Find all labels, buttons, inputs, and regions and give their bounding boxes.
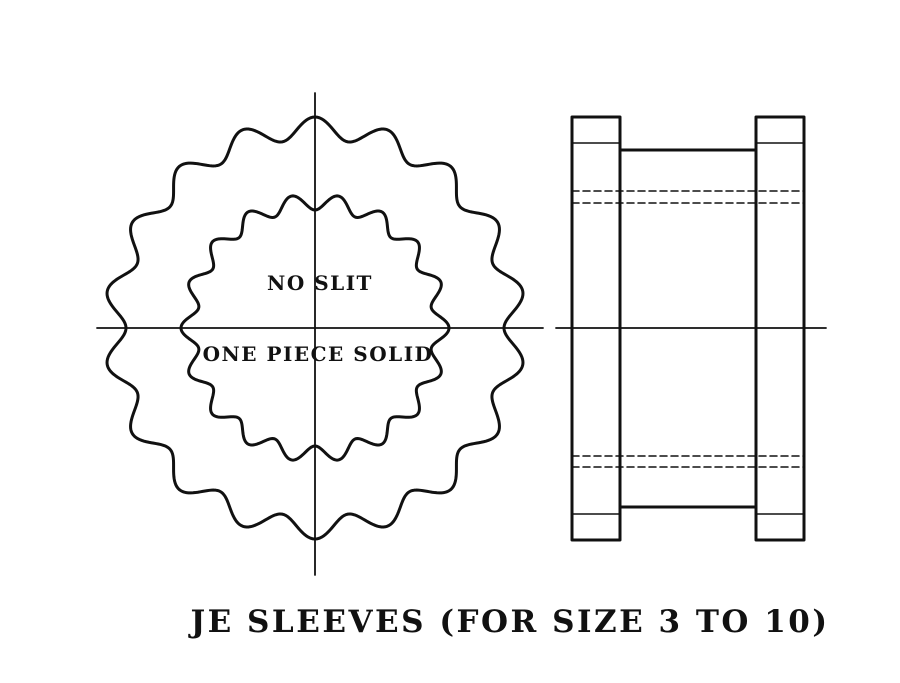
figure-caption: JE SLEEVES (FOR SIZE 3 TO 10): [187, 604, 829, 640]
side-view: [555, 115, 827, 542]
no-slit-label: NO SLIT: [267, 271, 373, 295]
one-piece-solid-label: ONE PIECE SOLID: [203, 342, 434, 366]
front-view: NO SLIT ONE PIECE SOLID: [96, 92, 544, 576]
